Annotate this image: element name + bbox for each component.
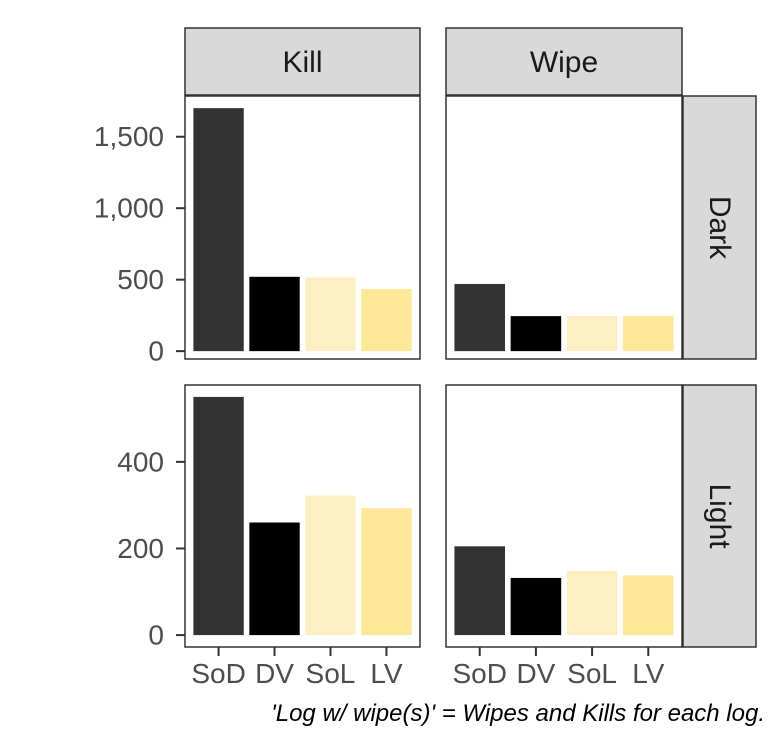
strip-wipe-box	[445, 27, 683, 96]
bar-light-kill-dv	[249, 522, 300, 636]
x-tick-label-kill-sod: SoD	[191, 658, 245, 689]
x-tick-label-wipe-lv: LV	[632, 658, 664, 689]
axes-layer: 0 500 1,000 1,500 0 200 400 SoD DV SoL LV SoD DV SoL L…	[94, 121, 665, 689]
bar-dark-kill-sod	[193, 108, 244, 352]
x-tick-label-wipe-sol: SoL	[567, 658, 617, 689]
x-tick-label-kill-sol: SoL	[306, 658, 356, 689]
y-tick-label-light-0: 0	[148, 620, 164, 651]
strip-kill-box	[184, 27, 421, 96]
bar-dark-kill-dv	[249, 276, 300, 352]
bar-dark-wipe-dv	[510, 316, 562, 352]
y-tick-label-dark-500: 500	[117, 264, 164, 295]
bars-layer	[193, 108, 674, 636]
bar-light-wipe-sod	[454, 546, 505, 636]
strip-dark: Dark	[703, 196, 736, 260]
bar-dark-kill-lv	[361, 288, 412, 352]
x-tick-label-wipe-sod: SoD	[452, 658, 506, 689]
bar-light-wipe-lv	[623, 575, 674, 636]
x-tick-label-kill-lv: LV	[370, 658, 402, 689]
strip-light: Light	[703, 483, 736, 549]
strip-light-box	[682, 384, 757, 648]
bar-light-kill-sol	[305, 495, 356, 636]
bar-light-kill-sod	[193, 396, 244, 636]
bar-light-wipe-dv	[510, 577, 562, 636]
y-tick-label-light-200: 200	[117, 533, 164, 564]
caption: 'Log w/ wipe(s)' = Wipes and Kills for e…	[271, 700, 765, 727]
x-tick-label-kill-dv: DV	[255, 658, 294, 689]
strip-wipe: Wipe	[530, 46, 598, 79]
bar-dark-wipe-sol	[566, 316, 618, 352]
y-tick-label-light-400: 400	[117, 446, 164, 477]
bar-dark-wipe-sod	[454, 283, 505, 352]
y-tick-label-dark-1000: 1,000	[94, 193, 164, 224]
strip-kill: Kill	[282, 46, 322, 79]
bar-light-wipe-sol	[566, 571, 618, 636]
strip-dark-box	[682, 95, 757, 360]
y-tick-label-dark-1500: 1,500	[94, 121, 164, 152]
bar-dark-wipe-lv	[623, 316, 674, 352]
y-tick-label-dark-0: 0	[148, 336, 164, 367]
bar-dark-kill-sol	[305, 277, 356, 352]
x-tick-label-wipe-dv: DV	[516, 658, 555, 689]
bar-light-kill-lv	[361, 508, 412, 636]
